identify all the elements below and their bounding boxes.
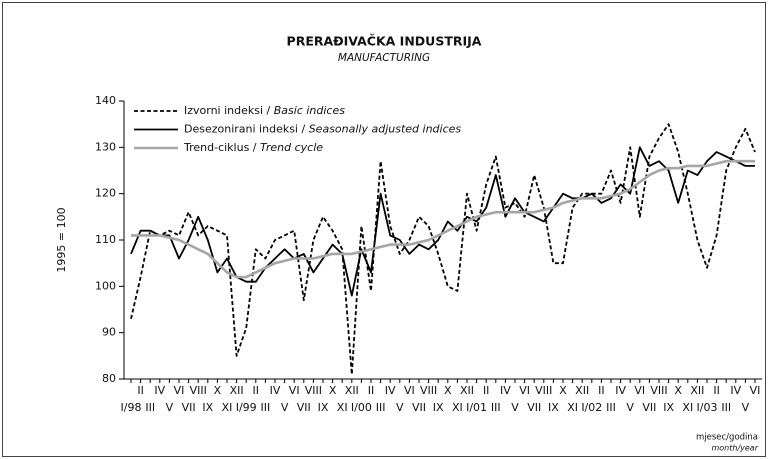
y-tick-label: 130 xyxy=(95,140,116,153)
x-tick-label: XII xyxy=(575,384,589,397)
x-tick-label: II xyxy=(137,384,144,397)
legend-label: Izvorni indeksi / Basic indices xyxy=(184,104,345,117)
legend-label: Trend-ciklus / Trend cycle xyxy=(183,141,323,154)
x-tick-label: XI xyxy=(337,401,348,414)
series-line xyxy=(131,159,755,279)
x-tick-label: III xyxy=(261,401,271,414)
x-tick-label: IV xyxy=(385,384,396,397)
x-tick-label: V xyxy=(511,401,519,414)
x-tick-label: VIII xyxy=(535,384,552,397)
x-tick-label: XII xyxy=(460,384,474,397)
x-tick-label: I/99 xyxy=(236,401,257,414)
x-tick-label: X xyxy=(559,384,567,397)
x-tick-label: I/01 xyxy=(466,401,487,414)
x-tick-label: II xyxy=(713,384,720,397)
x-tick-label: VI xyxy=(174,384,185,397)
x-tick-label: II xyxy=(483,384,490,397)
x-tick-label: VII xyxy=(182,401,196,414)
x-tick-label: X xyxy=(214,384,222,397)
x-tick-label: IX xyxy=(202,401,213,414)
x-tick-label: VI xyxy=(519,384,530,397)
x-tick-label: X xyxy=(329,384,337,397)
x-tick-label: VII xyxy=(412,401,426,414)
x-tick-label: VI xyxy=(404,384,415,397)
x-tick-label: IX xyxy=(663,401,674,414)
y-tick-label: 120 xyxy=(95,187,116,200)
x-tick-label: VI xyxy=(750,384,761,397)
x-tick-label: III xyxy=(721,401,731,414)
x-tick-label: VII xyxy=(527,401,541,414)
x-tick-label: IX xyxy=(548,401,559,414)
x-tick-label: II xyxy=(598,384,605,397)
x-axis-label: mjesec/godina xyxy=(696,433,758,443)
x-tick-label: III xyxy=(491,401,501,414)
chart-subtitle: MANUFACTURING xyxy=(338,52,430,64)
x-tick-label: XII xyxy=(230,384,244,397)
x-tick-label: I/03 xyxy=(697,401,718,414)
x-tick-label: VI xyxy=(634,384,645,397)
x-tick-label: III xyxy=(376,401,386,414)
y-axis-label: 1995 = 100 xyxy=(55,207,68,272)
x-tick-label: IX xyxy=(433,401,444,414)
legend-label: Desezonirani indeksi / Seasonally adjust… xyxy=(184,123,461,136)
x-tick-label: VI xyxy=(289,384,300,397)
x-tick-label: XI xyxy=(682,401,693,414)
x-tick-label: IV xyxy=(730,384,741,397)
x-tick-label: IV xyxy=(615,384,626,397)
x-tick-label: VIII xyxy=(650,384,667,397)
x-tick-label: XI xyxy=(452,401,463,414)
x-tick-label: IV xyxy=(270,384,281,397)
chart-title: PRERAĐIVAČKA INDUSTRIJA xyxy=(287,34,482,49)
x-tick-label: X xyxy=(674,384,682,397)
x-tick-label: II xyxy=(253,384,260,397)
x-tick-label: XII xyxy=(345,384,359,397)
x-tick-label: II xyxy=(368,384,375,397)
x-tick-label: XII xyxy=(690,384,704,397)
x-tick-label: VII xyxy=(297,401,311,414)
x-tick-label: X xyxy=(444,384,452,397)
x-tick-label: VIII xyxy=(420,384,437,397)
x-tick-label: IX xyxy=(318,401,329,414)
x-tick-label: XI xyxy=(567,401,578,414)
series-line xyxy=(130,146,755,297)
x-tick-label: IV xyxy=(154,384,165,397)
x-tick-label: IV xyxy=(500,384,511,397)
x-axis-label-en: month/year xyxy=(711,444,758,453)
x-tick-label: V xyxy=(626,401,634,414)
x-tick-label: VII xyxy=(642,401,656,414)
x-tick-label: I/98 xyxy=(121,401,142,414)
series-line xyxy=(130,123,756,376)
x-tick-label: V xyxy=(281,401,289,414)
y-tick-label: 80 xyxy=(102,372,116,385)
x-tick-label: III xyxy=(606,401,616,414)
x-tick-label: VIII xyxy=(305,384,322,397)
x-tick-label: VIII xyxy=(190,384,207,397)
y-tick-label: 140 xyxy=(95,94,116,107)
x-tick-label: V xyxy=(742,401,750,414)
x-tick-label: XI xyxy=(222,401,233,414)
x-tick-label: I/02 xyxy=(581,401,602,414)
x-tick-label: III xyxy=(145,401,155,414)
y-tick-label: 110 xyxy=(95,233,116,246)
x-tick-label: V xyxy=(396,401,404,414)
y-tick-label: 100 xyxy=(95,279,116,292)
x-tick-label: V xyxy=(166,401,174,414)
x-tick-label: I/00 xyxy=(351,401,372,414)
y-tick-label: 90 xyxy=(102,326,116,339)
